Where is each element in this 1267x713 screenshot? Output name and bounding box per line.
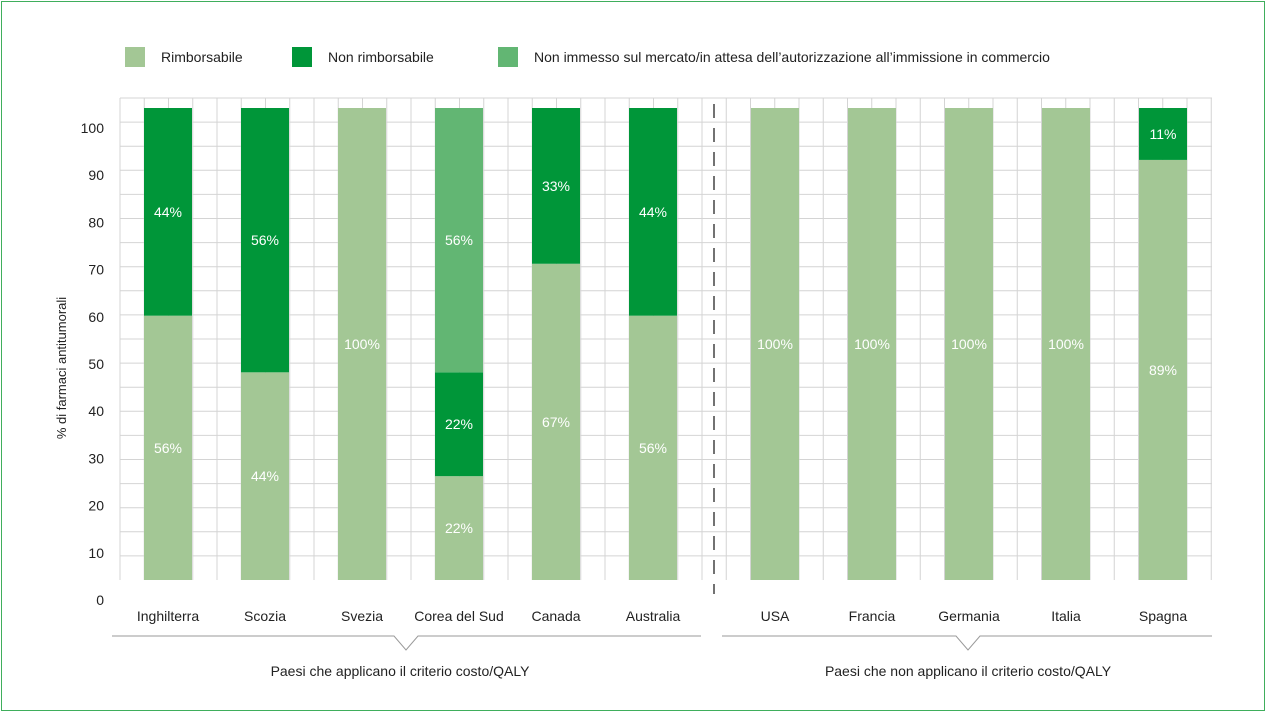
y-tick-label: 60 xyxy=(88,309,104,325)
x-axis: Inghilterra Scozia Svezia Corea del Sud Cana… xyxy=(137,608,1187,624)
bar-segment xyxy=(945,108,993,580)
legend-swatch-1 xyxy=(292,47,312,67)
bar-segment xyxy=(629,108,677,316)
y-tick-label: 70 xyxy=(88,262,104,278)
data-label: 44% xyxy=(154,204,182,220)
bar-segment xyxy=(435,476,483,580)
bar-segment xyxy=(1139,108,1187,160)
data-label: 67% xyxy=(542,414,570,430)
y-tick-label: 50 xyxy=(88,356,104,372)
data-label: 89% xyxy=(1149,362,1177,378)
bar-segment xyxy=(241,372,289,580)
bar-segment xyxy=(532,263,580,580)
bar-segment xyxy=(144,108,192,316)
bar-segment xyxy=(241,108,289,373)
y-tick-label: 10 xyxy=(88,545,104,561)
bar-segment xyxy=(629,315,677,580)
x-tick-label: Germania xyxy=(938,608,1000,624)
legend-swatch-0 xyxy=(125,47,145,67)
data-label: 33% xyxy=(542,178,570,194)
x-tick-label: Francia xyxy=(849,608,896,624)
x-tick-label: Spagna xyxy=(1139,608,1187,624)
bar-segment xyxy=(144,315,192,580)
data-label: 56% xyxy=(445,232,473,248)
data-label: 44% xyxy=(251,468,279,484)
data-label: 44% xyxy=(639,204,667,220)
y-axis: % di farmaci antitumorali 0 10 20 30 40 50 60 7… xyxy=(54,120,104,608)
y-tick-label: 30 xyxy=(88,450,104,466)
legend-label-2: Non immesso sul mercato/in attesa dell’a… xyxy=(534,49,1050,65)
bar-segment xyxy=(435,372,483,477)
group-label: Paesi che applicano il criterio costo/QA… xyxy=(271,663,531,679)
x-tick-label: Corea del Sud xyxy=(414,608,504,624)
data-label: 56% xyxy=(639,440,667,456)
y-tick-label: 90 xyxy=(88,167,104,183)
x-tick-label: Italia xyxy=(1051,608,1081,624)
bar-segment xyxy=(435,108,483,373)
bars: 56% 44% 44% 56% 100% 22% 22% 56% 67% 33% 56% 44% 100… xyxy=(144,108,1187,581)
y-axis-label: % di farmaci antitumorali xyxy=(54,297,69,439)
legend-label-0: Rimborsabile xyxy=(161,49,243,65)
data-label: 100% xyxy=(344,336,380,352)
legend-label-1: Non rimborsabile xyxy=(328,49,434,65)
data-label: 22% xyxy=(445,520,473,536)
bar-segment xyxy=(1139,159,1187,581)
legend-swatch-2 xyxy=(498,47,518,67)
y-tick-label: 100 xyxy=(81,120,105,136)
country-groups: Paesi che applicano il criterio costo/QA… xyxy=(112,635,1212,679)
data-label: 11% xyxy=(1150,126,1177,142)
bar-segment xyxy=(532,108,580,264)
y-tick-label: 80 xyxy=(88,214,104,230)
data-label: 100% xyxy=(1048,336,1084,352)
x-tick-label: Canada xyxy=(531,608,580,624)
bar-segment xyxy=(1042,108,1090,580)
data-label: 100% xyxy=(854,336,890,352)
x-tick-label: USA xyxy=(761,608,790,624)
data-label: 100% xyxy=(951,336,987,352)
bar-segment xyxy=(751,108,799,580)
y-tick-label: 0 xyxy=(96,592,104,608)
x-tick-label: Scozia xyxy=(244,608,286,624)
bar-segment xyxy=(848,108,896,580)
x-tick-label: Inghilterra xyxy=(137,608,199,624)
y-tick-label: 40 xyxy=(88,403,104,419)
group-bracket xyxy=(112,635,701,651)
group-bracket xyxy=(722,635,1212,651)
group-label: Paesi che non applicano il criterio cost… xyxy=(825,663,1112,679)
x-tick-label: Australia xyxy=(626,608,681,624)
data-label: 100% xyxy=(757,336,793,352)
x-tick-label: Svezia xyxy=(341,608,383,624)
y-tick-label: 20 xyxy=(88,498,104,514)
data-label: 22% xyxy=(445,416,473,432)
data-label: 56% xyxy=(251,232,279,248)
data-label: 56% xyxy=(154,440,182,456)
legend: Rimborsabile Non rimborsabile Non immesso … xyxy=(125,47,1050,67)
bar-segment xyxy=(338,108,386,580)
